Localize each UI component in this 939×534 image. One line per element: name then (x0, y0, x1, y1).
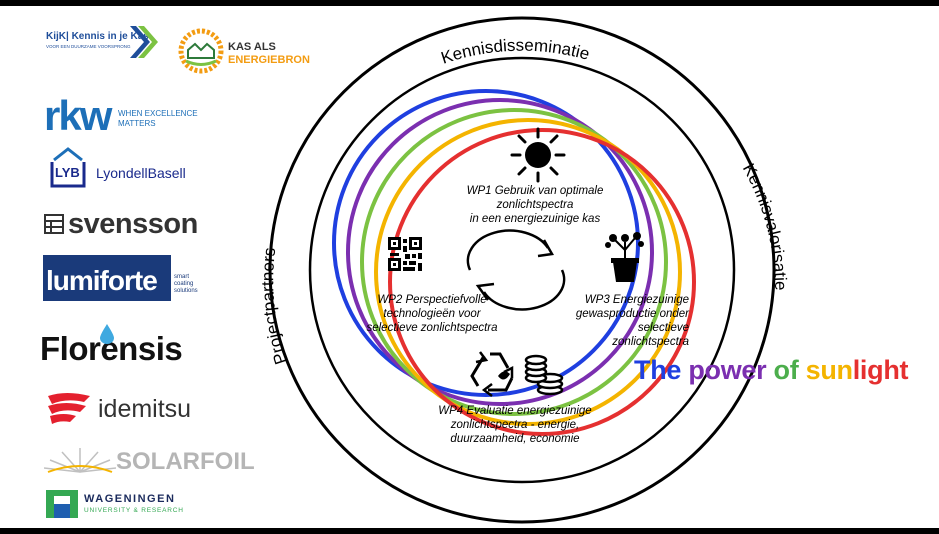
rkw-logo-word: rkw (44, 92, 112, 139)
kas-logo-line1: KAS ALS (228, 41, 276, 53)
outer-ring (268, 16, 776, 524)
wp2-label: WP2 Perspectiefvolle technologieën voor … (357, 293, 507, 335)
plant-pot-icon (605, 232, 644, 282)
coins-icon (524, 354, 564, 396)
lumiforte-tag3: solutions (174, 288, 198, 294)
svensson-logo: svensson (44, 206, 224, 242)
kijk-logo: KijK| Kennis in je Kas VOOR EEN DUURZAME… (46, 22, 158, 62)
rkw-logo: rkw WHEN EXCELLENCE MATTERS (44, 92, 214, 139)
wp3-line2: gewasproductie onder (575, 308, 689, 320)
top-border (0, 0, 939, 6)
partner-logos: KijK| Kennis in je Kas VOOR EEN DUURZAME… (0, 0, 310, 534)
idemitsu-name: idemitsu (98, 395, 192, 423)
wp2-line2: technologieën voor (383, 308, 481, 320)
solarfoil-rays-icon (44, 448, 116, 473)
tagline-the: The (634, 355, 682, 385)
kijk-logo-text: KijK| Kennis in je Kas (46, 31, 149, 42)
ring-purple (346, 98, 654, 406)
lyb-name: LyondellBasell (96, 165, 186, 181)
rkw-logo-tag2: MATTERS (118, 119, 156, 128)
wp4-line2: zonlichtspectra - energie, (450, 419, 580, 431)
wp3-label: WP3 Energiezuinige gewasproductie onder … (559, 293, 689, 349)
lyb-badge-icon (50, 147, 86, 188)
kijk-chevron-icon (130, 26, 158, 58)
idemitsu-mark-icon (48, 393, 90, 424)
lumiforte-tag1: smart (174, 274, 189, 280)
tagline-sun: sun (805, 355, 853, 385)
wp4-line3: duurzaamheid, economie (450, 433, 580, 445)
idemitsu-logo: idemitsu (46, 388, 226, 428)
svensson-name: svensson (68, 208, 198, 240)
wp1-line2: in een energiezuinige kas (469, 213, 601, 225)
wp1-line1: WP1 Gebruik van optimale zonlichtspectra (466, 185, 604, 211)
label-projectpartners-path: Projectpartners (258, 247, 291, 367)
label-kennisvalorisatie-path: Kennisvalorisatie (739, 160, 790, 290)
ring-blue (332, 89, 640, 397)
lyondellbasell-logo: LYB LyondellBasell (48, 146, 218, 192)
qr-code-icon (388, 237, 422, 271)
label-projectpartners: Projectpartners (258, 247, 291, 367)
wp4-label: WP4 Evaluatie energiezuinige zonlichtspe… (430, 404, 600, 446)
tagline-light: light (852, 355, 909, 385)
cycle-arrows-icon (466, 229, 566, 311)
lumiforte-bar (43, 255, 171, 301)
wageningen-logo: WAGENINGEN UNIVERSITY & RESEARCH (46, 488, 246, 522)
florensis-logo: Florensis (40, 324, 210, 370)
tagline-sunlight: sunlight (806, 355, 909, 385)
ring-red (388, 128, 696, 436)
wp1-label: WP1 Gebruik van optimale zonlichtspectra… (430, 184, 640, 226)
sun-icon (510, 127, 566, 183)
lumiforte-name: lumiforte (46, 265, 158, 296)
wageningen-mark-icon (46, 490, 78, 518)
tagline-power: power (688, 355, 767, 385)
wp4-line1: WP4 Evaluatie energiezuinige (438, 405, 592, 417)
ring-green (360, 108, 668, 416)
lumiforte-logo: lumiforte smart coating solutions (43, 255, 213, 301)
wp2-line3: selectieve zonlichtspectra (366, 322, 498, 334)
kijk-logo-sub: VOOR EEN DUURZAME VOORSPRONG (46, 44, 131, 49)
recycle-icon (470, 351, 514, 397)
kas-logo-line2: ENERGIEBRON (228, 54, 310, 66)
wp3-line3: selectieve zonlichtspectra (612, 322, 689, 348)
wageningen-line1: WAGENINGEN (84, 493, 176, 505)
inner-ring (308, 56, 736, 484)
ring-yellow (374, 118, 682, 426)
tagline-of: of (773, 355, 799, 385)
tagline: The power of sunlight (634, 355, 909, 386)
wp2-line1: WP2 Perspectiefvolle (377, 294, 487, 306)
wageningen-line2: UNIVERSITY & RESEARCH (84, 507, 184, 514)
kas-als-energiebron-logo: KAS ALS ENERGIEBRON (178, 22, 310, 78)
lumiforte-tag2: coating (174, 281, 194, 287)
svensson-mark-icon (44, 214, 64, 234)
florensis-drop-icon (100, 324, 114, 344)
wp3-line1: WP3 Energiezuinige (584, 294, 689, 306)
lyb-badge-text: LYB (55, 165, 80, 180)
greenhouse-sun-icon (178, 28, 224, 74)
label-kennisvalorisatie: Kennisvalorisatie (739, 160, 790, 290)
bottom-border (0, 528, 939, 534)
solarfoil-logo: SOLARFOIL (44, 446, 255, 476)
solarfoil-name: SOLARFOIL (116, 448, 255, 475)
rkw-logo-tag1: WHEN EXCELLENCE (118, 109, 198, 118)
